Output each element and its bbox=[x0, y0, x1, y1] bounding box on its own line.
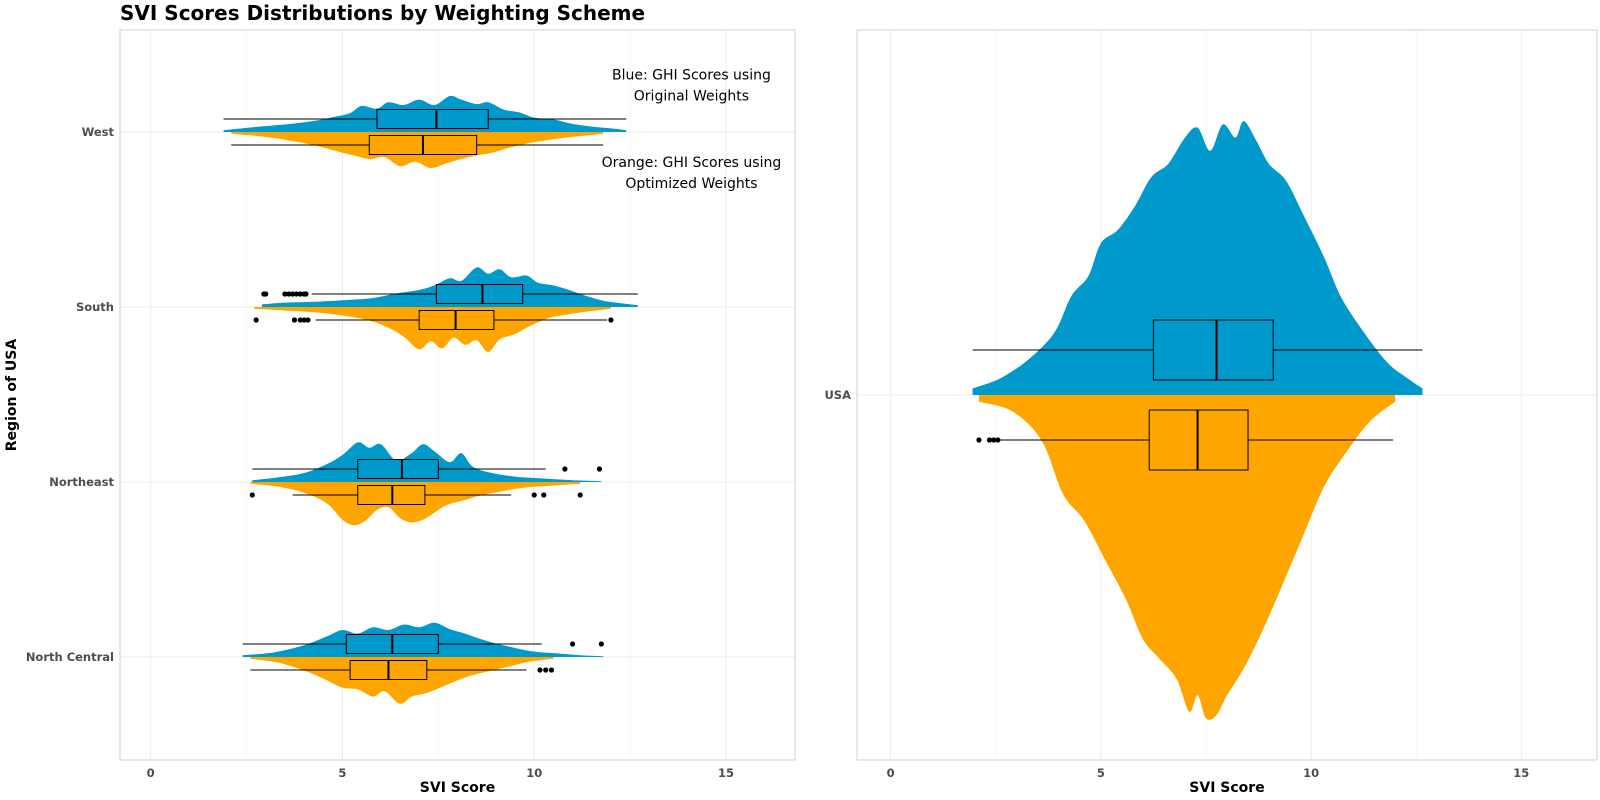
outlier-point bbox=[548, 667, 555, 673]
boxplot-south-optimized-weights bbox=[253, 310, 614, 330]
outlier-point bbox=[291, 317, 298, 323]
x-tick-label: 15 bbox=[718, 766, 734, 780]
boxplot-north-central-original-weights bbox=[242, 634, 604, 654]
x-tick-label: 5 bbox=[1097, 766, 1105, 780]
outlier-point bbox=[537, 667, 543, 673]
x-tick-label: 15 bbox=[1513, 766, 1529, 780]
x-tick-label: 0 bbox=[147, 766, 155, 780]
y-tick-label-northeast: Northeast bbox=[49, 475, 114, 489]
outlier-point bbox=[297, 291, 303, 297]
outlier-point bbox=[301, 317, 307, 323]
box-iqr bbox=[357, 459, 439, 479]
y-tick-label-north-central: North Central bbox=[26, 650, 114, 664]
boxplot-usa-original-weights bbox=[972, 319, 1423, 381]
annotation-1: Orange: GHI Scores using Optimized Weight… bbox=[602, 155, 782, 192]
box-iqr bbox=[376, 109, 489, 129]
annotation-line: Optimized Weights bbox=[625, 176, 757, 192]
x-tick-label: 0 bbox=[887, 766, 895, 780]
box-iqr bbox=[1148, 409, 1249, 471]
annotation-0: Blue: GHI Scores using Original Weights bbox=[612, 68, 771, 105]
y-tick-label-west: West bbox=[82, 125, 115, 139]
outlier-point bbox=[305, 317, 311, 323]
boxplot-usa-optimized-weights bbox=[976, 409, 1394, 471]
outlier-point bbox=[286, 291, 292, 297]
outlier-point bbox=[986, 437, 993, 443]
outlier-point bbox=[562, 466, 568, 472]
y-axis-label: Region of USA bbox=[4, 339, 20, 452]
x-axis-label: SVI Score bbox=[420, 780, 495, 796]
boxplot-northeast-original-weights bbox=[252, 459, 603, 479]
series-optimized-weights bbox=[976, 395, 1396, 720]
outlier-point bbox=[991, 437, 997, 443]
outlier-point bbox=[598, 641, 604, 647]
violin-north-central-optimized-weights bbox=[250, 657, 554, 704]
outlier-point bbox=[608, 317, 614, 323]
outlier-point bbox=[293, 291, 300, 297]
boxplot-northeast-optimized-weights bbox=[249, 485, 583, 505]
annotation-line: Original Weights bbox=[634, 89, 749, 105]
boxplot-west-original-weights bbox=[223, 109, 627, 129]
panel-border bbox=[119, 29, 796, 761]
boxplot-north-central-optimized-weights bbox=[250, 660, 555, 680]
x-tick-label: 10 bbox=[526, 766, 542, 780]
boxplot-south-original-weights bbox=[261, 284, 638, 304]
outlier-point bbox=[543, 667, 549, 673]
y-tick-label-south: South bbox=[76, 300, 114, 314]
outlier-point bbox=[289, 291, 296, 297]
boxplot-west-optimized-weights bbox=[231, 135, 604, 155]
series-optimized-weights bbox=[231, 132, 614, 704]
series-original-weights bbox=[223, 95, 638, 657]
y-tick-label-usa: USA bbox=[824, 388, 851, 402]
box-iqr bbox=[1152, 319, 1274, 381]
outlier-point bbox=[249, 492, 255, 498]
outlier-point bbox=[976, 437, 982, 443]
outlier-point bbox=[297, 317, 303, 323]
annotation-line: Blue: GHI Scores using bbox=[612, 68, 771, 84]
panel-regions: 0 5 10 15 North Central Northeast South West SVI… bbox=[4, 29, 796, 796]
x-tick-label: 5 bbox=[338, 766, 346, 780]
outlier-point bbox=[263, 291, 269, 297]
series-original-weights bbox=[972, 121, 1423, 396]
violin-usa-original-weights bbox=[972, 121, 1423, 396]
outlier-point bbox=[303, 291, 309, 297]
outlier-point bbox=[577, 492, 583, 498]
outlier-point bbox=[541, 492, 547, 498]
outlier-point bbox=[995, 437, 1001, 443]
outlier-point bbox=[253, 317, 259, 323]
x-tick-label: 10 bbox=[1303, 766, 1319, 780]
outlier-point bbox=[531, 492, 537, 498]
x-axis-label: SVI Score bbox=[1189, 780, 1264, 796]
outlier-point bbox=[282, 291, 288, 297]
box-iqr bbox=[435, 284, 524, 304]
figure-title: SVI Scores Distributions by Weighting Sc… bbox=[120, 1, 645, 25]
violin-usa-optimized-weights bbox=[978, 395, 1396, 720]
outlier-point bbox=[569, 641, 576, 647]
panel-border bbox=[856, 29, 1598, 761]
panel-usa: 0 5 10 15 USA SVI Score bbox=[824, 29, 1598, 796]
annotation-line: Orange: GHI Scores using bbox=[602, 155, 782, 171]
outlier-point bbox=[596, 466, 603, 472]
